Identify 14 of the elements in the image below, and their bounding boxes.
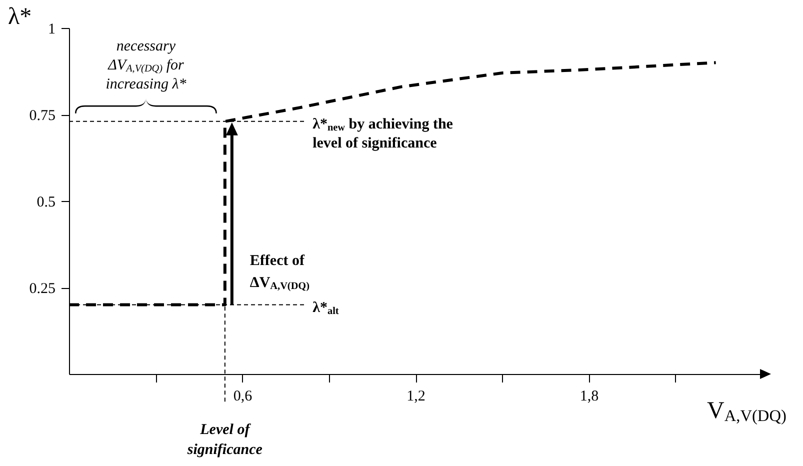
y-tick-label: 0.25 [29,281,56,297]
ref-line-label: Level of significance [186,422,263,458]
y-tick-label: 1 [48,22,56,38]
y-tick-label: 0.5 [36,194,56,210]
y-axis-title: λ* [8,4,32,30]
text: Effect of ΔV$_{A,V(DQ)}$ [250,254,310,292]
ref-line-label: λ*$_{alt}$ [312,300,340,318]
text: λ*$_{new}$ by achieving the level of significance [312,116,453,152]
y-tick-label: 0.75 [29,108,56,124]
annotation: necessary ΔV$_{A,V(DQ)}$ for increasing λ* [106,38,187,93]
x-tick-label: 0,6 [233,388,253,404]
x-axis-title: V$_{A,V(DQ)}$ [707,398,786,425]
x-tick-label: 1,2 [406,388,426,404]
x-tick-label: 1,8 [580,388,599,404]
